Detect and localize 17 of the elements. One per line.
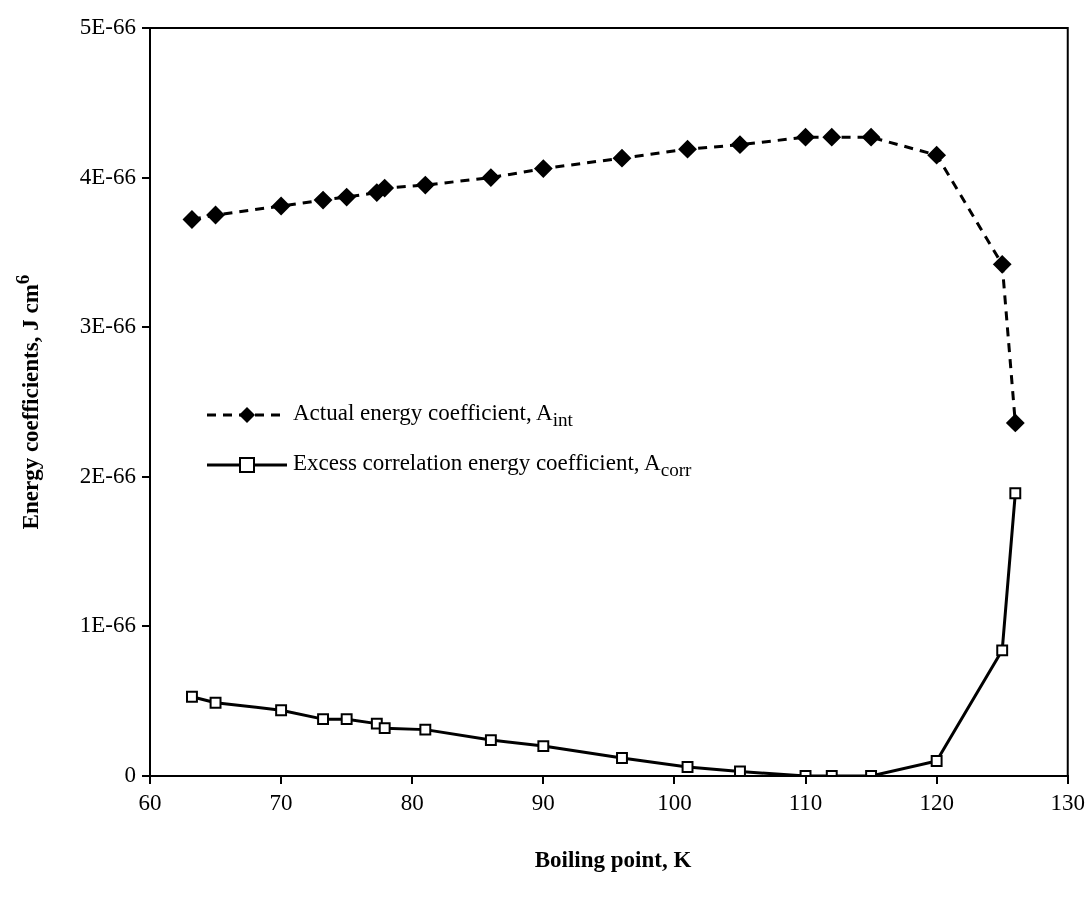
legend-label: Excess correlation energy coefficient, A$_{corr}$ — [293, 449, 692, 481]
y-tick-label: 2E-66 — [79, 462, 136, 488]
legend-label: Actual energy coefficient, A$_{int}$ — [293, 399, 573, 431]
y-tick-label: 5E-66 — [79, 14, 136, 40]
x-tick-label: 80 — [400, 789, 424, 815]
x-tick-label: 60 — [138, 789, 162, 815]
y-tick-label: 1E-66 — [79, 612, 136, 638]
x-tick-label: 130 — [1050, 789, 1085, 815]
x-axis-title: Boiling point, K — [534, 847, 692, 873]
x-tick-label: 120 — [919, 789, 954, 815]
x-tick-label: 90 — [531, 789, 555, 815]
x-tick-label: 100 — [657, 789, 692, 815]
x-tick-label: 70 — [269, 789, 293, 815]
y-tick-label: 4E-66 — [79, 163, 136, 189]
y-tick-label: 0 — [124, 762, 136, 788]
y-tick-label: 3E-66 — [79, 313, 136, 339]
x-tick-label: 110 — [788, 789, 823, 815]
